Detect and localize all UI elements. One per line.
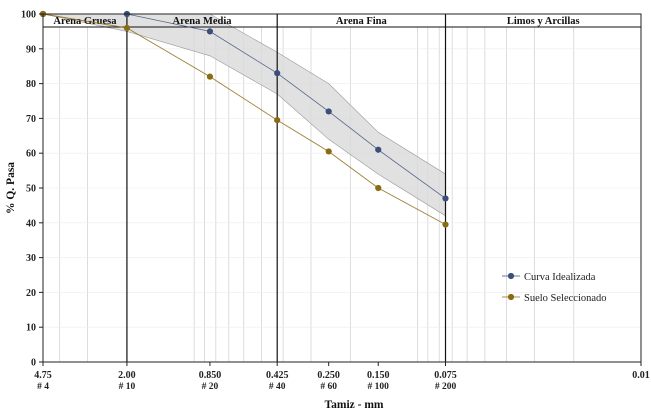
- data-point: [325, 108, 332, 115]
- data-point: [123, 24, 131, 32]
- zone-label: Arena Media: [173, 16, 233, 27]
- x-tick-sieve-label: # 60: [320, 382, 337, 392]
- x-tick-sieve-label: # 20: [202, 382, 219, 392]
- x-tick-label: 0.075: [434, 370, 457, 381]
- data-point: [375, 184, 382, 192]
- x-tick-label: 0.425: [266, 370, 289, 381]
- y-tick-label: 90: [26, 44, 36, 55]
- y-tick-label: 50: [26, 184, 36, 195]
- y-tick-label: 60: [26, 149, 36, 160]
- x-tick-label: 0.850: [199, 370, 222, 381]
- y-tick-label: 40: [26, 218, 36, 229]
- y-tick-label: 20: [26, 288, 36, 299]
- data-point: [325, 148, 332, 155]
- data-point: [206, 28, 214, 35]
- x-tick-sieve-label: # 200: [435, 382, 457, 392]
- y-tick-label: 10: [26, 323, 36, 334]
- x-tick-sieve-label: # 10: [119, 382, 136, 392]
- legend-marker-0: [507, 272, 515, 280]
- legend-label-0: Curva Idealizada: [524, 272, 596, 283]
- legend-label-1: Suelo Seleccionado: [524, 293, 607, 304]
- axes: 0 10 20 30 40 50 60 70 80 90 100 4.75# 4 2.00# 10 0.8…: [5, 10, 650, 412]
- y-tick-label: 30: [26, 253, 36, 264]
- x-tick-sieve-label: # 40: [269, 382, 286, 392]
- x-tick-label: 2.00: [118, 370, 136, 381]
- x-tick-label: 0.250: [317, 370, 340, 381]
- legend-marker-1: [507, 293, 515, 301]
- data-point: [274, 117, 281, 124]
- y-tick-label: 100: [21, 10, 36, 21]
- zone-label: Arena Fina: [336, 16, 388, 27]
- data-point: [375, 146, 382, 153]
- y-tick-label: 80: [26, 79, 36, 90]
- y-axis-title: % Q. Pasa: [5, 162, 17, 214]
- zone-label: Arena Gruesa: [53, 16, 117, 27]
- y-tick-label: 0: [31, 358, 36, 369]
- x-tick-label: 0.150: [367, 370, 390, 381]
- zone-label: Limos y Arcillas: [507, 16, 580, 27]
- data-point: [442, 195, 449, 202]
- x-tick-label: 4.75: [34, 370, 52, 381]
- x-tick-sieve-label: # 4: [37, 382, 49, 392]
- y-tick-label: 70: [26, 114, 36, 125]
- x-tick-sieve-label: # 100: [368, 382, 390, 392]
- zone-header: Arena Gruesa Arena Media Arena Fina Limos y…: [43, 14, 641, 362]
- data-point: [442, 221, 449, 228]
- legend: Curva Idealizada Suelo Seleccionado: [502, 272, 607, 304]
- data-point: [274, 70, 281, 77]
- x-axis-title: Tamiz - mm: [325, 399, 384, 411]
- data-point: [206, 73, 214, 80]
- x-tick-label: 0.01: [632, 370, 650, 381]
